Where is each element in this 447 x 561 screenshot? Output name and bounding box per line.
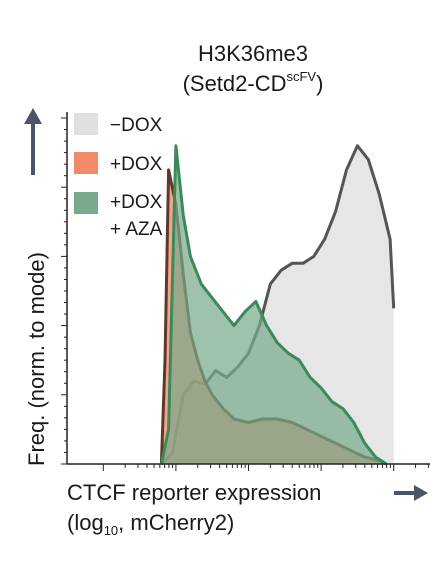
y-axis-arrow — [24, 108, 42, 175]
x-axis-label-pre: (log — [67, 510, 104, 535]
x-axis-ticks — [102, 464, 429, 471]
chart-subtitle-end: ) — [316, 71, 323, 96]
x-axis-label-line1: CTCF reporter expression — [67, 480, 321, 505]
y-axis-label: Freq. (norm. to mode) — [24, 252, 49, 466]
legend-swatch-plus-dox-aza — [74, 192, 98, 214]
histogram-plus-dox-aza-line — [159, 144, 388, 466]
chart-subtitle-sup: scFV — [286, 69, 316, 84]
legend-label-plus-dox: +DOX — [110, 154, 163, 175]
chart-title: H3K36me3 — [198, 41, 308, 66]
plot-area — [159, 144, 396, 466]
chart-subtitle-main: (Setd2-CD — [183, 71, 287, 96]
x-axis-arrow — [394, 485, 428, 501]
x-axis-label-line2: (log10, mCherry2) — [67, 510, 234, 538]
x-axis-label-post: , mCherry2) — [118, 510, 234, 535]
legend-label-plus-dox-aza-2: + AZA — [110, 219, 163, 240]
legend-swatch-minus-dox — [74, 113, 98, 135]
x-axis-label-sub: 10 — [104, 523, 118, 538]
legend: −DOX +DOX +DOX + AZA — [74, 113, 163, 240]
legend-label-minus-dox: −DOX — [110, 115, 163, 136]
histogram-plus-dox-aza-area — [161, 145, 387, 464]
chart-subtitle: (Setd2-CDscFV) — [183, 69, 324, 96]
y-axis-ticks — [61, 117, 67, 465]
legend-label-plus-dox-aza-1: +DOX — [110, 192, 163, 213]
legend-swatch-plus-dox — [74, 152, 98, 174]
